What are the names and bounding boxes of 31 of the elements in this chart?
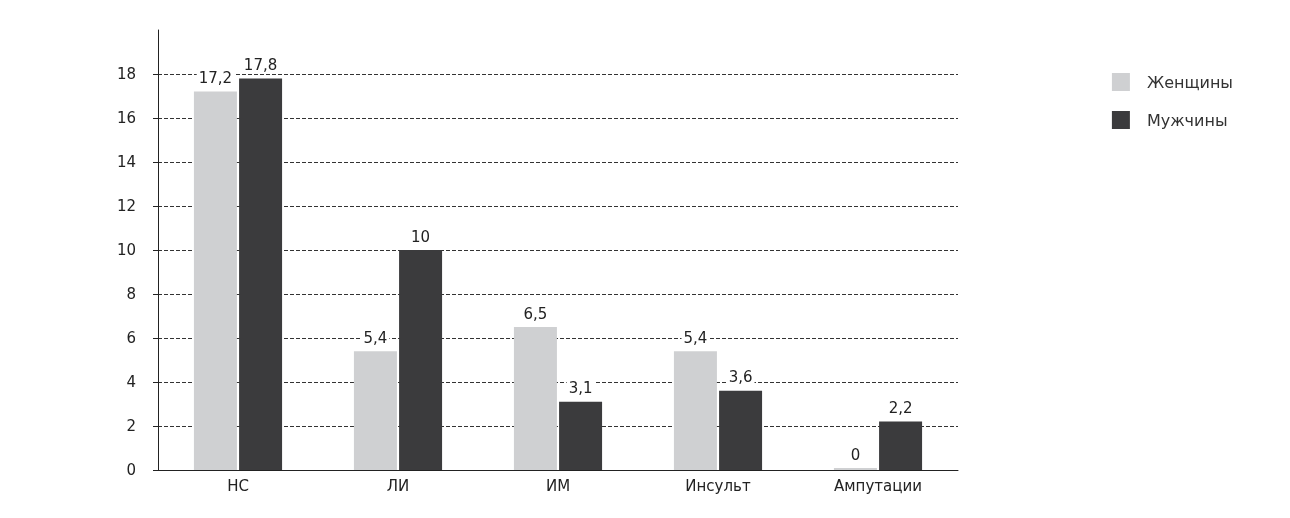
x-tick-label: ИМ: [545, 476, 571, 495]
x-tick-label: ЛИ: [386, 476, 410, 495]
x-tick-label: НС: [227, 476, 249, 495]
y-tick-label: 18: [116, 65, 136, 83]
y-tick-label: 4: [126, 373, 136, 391]
data-label: 0: [850, 445, 861, 464]
bar: [193, 91, 237, 470]
y-tick-label: 14: [116, 153, 136, 171]
data-label: 10: [411, 227, 431, 246]
y-tick-label: 16: [116, 109, 136, 127]
y-tick-label: 12: [116, 197, 136, 215]
bar: [513, 327, 557, 470]
x-tick-label: Инсульт: [685, 476, 751, 495]
y-tick-label: 8: [126, 285, 136, 303]
legend-label: Мужчины: [1146, 110, 1228, 130]
data-label: 5,4: [683, 328, 708, 347]
data-label: 5,4: [363, 328, 388, 347]
bar: [673, 351, 717, 470]
x-tick-label: Ампутации: [834, 476, 922, 495]
y-tick-label: 10: [116, 241, 136, 259]
data-label: 3,6: [728, 368, 753, 387]
data-label: 3,1: [568, 379, 593, 398]
data-label: 17,8: [243, 55, 278, 74]
bar: [353, 351, 397, 470]
data-label: 2,2: [888, 399, 913, 418]
data-label: 6,5: [523, 304, 548, 323]
legend-label: Женщины: [1146, 72, 1234, 92]
data-label: 17,2: [198, 69, 233, 88]
y-tick-label: 2: [126, 417, 136, 435]
y-tick-label: 6: [126, 329, 136, 347]
y-tick-label: 0: [126, 461, 136, 479]
